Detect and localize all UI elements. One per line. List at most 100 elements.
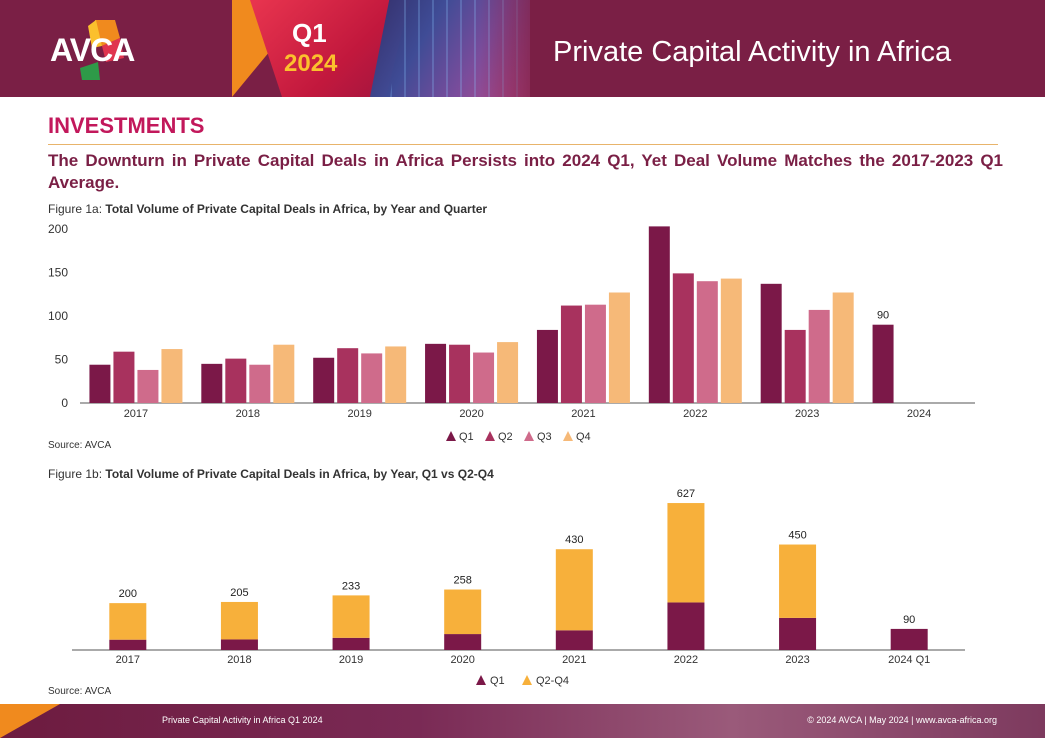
- data-label: 90: [877, 310, 889, 322]
- bar-q1-2024-Q1: [890, 628, 928, 650]
- y-tick-label: 100: [48, 309, 68, 323]
- y-tick-label: 200: [48, 222, 68, 236]
- figure-1b-prefix: Figure 1b:: [48, 467, 106, 481]
- footer-report-title: Private Capital Activity in Africa Q1 20…: [162, 715, 323, 725]
- y-tick-label: 150: [48, 266, 68, 280]
- bar-q4-2020: [497, 342, 519, 403]
- footer-bar: Private Capital Activity in Africa Q1 20…: [0, 704, 1045, 738]
- bar-q2-q4-2017: [109, 603, 147, 640]
- x-tick-label: 2022: [674, 654, 698, 666]
- legend-label: Q1: [490, 675, 505, 687]
- bar-q2-2022: [672, 273, 694, 403]
- bar-q2-2018: [225, 358, 247, 403]
- bar-q2-2020: [449, 344, 471, 403]
- x-tick-label: 2024: [907, 408, 931, 420]
- bar-q3-2021: [584, 304, 606, 403]
- bar-q2-2021: [560, 305, 582, 403]
- logo-mark-icon: [80, 20, 124, 80]
- bar-q1-2018: [201, 363, 223, 403]
- legend-label: Q2-Q4: [536, 675, 569, 687]
- bar-q2-q4-2020: [444, 589, 482, 635]
- x-tick-label: 2017: [124, 408, 148, 420]
- bar-q1-2021: [536, 329, 558, 403]
- bar-q1-2024: [872, 324, 894, 403]
- bar-q3-2017: [137, 369, 159, 403]
- bar-q1-2017: [89, 364, 111, 403]
- header-banner: AVCA Q1 2024 Private Capital Activity in…: [0, 0, 1045, 97]
- footer-decor: [0, 704, 60, 738]
- decor-fade: [480, 0, 550, 97]
- figure-1b-title: Total Volume of Private Capital Deals in…: [105, 467, 494, 481]
- x-tick-label: 2020: [459, 408, 483, 420]
- bar-q1-2023: [760, 283, 782, 403]
- legend-marker-q1-icon: [446, 431, 456, 441]
- x-tick-label: 2018: [227, 654, 251, 666]
- figure-1a-source: Source: AVCA: [48, 440, 112, 451]
- bar-q4-2023: [832, 292, 854, 403]
- bar-q2-q4-2019: [332, 595, 370, 638]
- logo-text: AVCA: [50, 32, 135, 68]
- x-tick-label: 2023: [795, 408, 819, 420]
- headline: The Downturn in Private Capital Deals in…: [48, 151, 1003, 192]
- legend-marker-q2-icon: [485, 431, 495, 441]
- x-tick-label: 2018: [236, 408, 260, 420]
- total-label: 627: [677, 488, 695, 500]
- bar-q1-2021: [555, 630, 593, 650]
- figure-1a-caption: Figure 1a: Total Volume of Private Capit…: [48, 202, 487, 216]
- section-divider: [48, 144, 998, 145]
- legend-marker-q1-icon: [476, 675, 486, 685]
- section-title: INVESTMENTS: [48, 113, 205, 138]
- total-label: 200: [119, 588, 137, 600]
- figure-1a-title: Total Volume of Private Capital Deals in…: [105, 202, 488, 216]
- legend-marker-q4-icon: [563, 431, 573, 441]
- bar-q2-2019: [337, 348, 359, 403]
- page-title: Private Capital Activity in Africa: [553, 36, 952, 68]
- bar-q2-2017: [113, 351, 135, 403]
- chart-1b: 2017 200 2018 205 2019 233 2020 258 2021 430 2022 6…: [72, 488, 965, 687]
- figure-1a-prefix: Figure 1a:: [48, 202, 106, 216]
- y-tick-label: 50: [55, 353, 69, 367]
- legend-marker-q3-icon: [524, 431, 534, 441]
- quarter-label: Q1: [292, 18, 327, 48]
- bar-q1-2017: [109, 639, 147, 650]
- bar-q2-q4-2018: [220, 601, 258, 640]
- avca-logo[interactable]: AVCA: [40, 18, 160, 80]
- legend-label: Q4: [576, 431, 591, 443]
- x-tick-label: 2021: [562, 654, 586, 666]
- footer-copyright: © 2024 AVCA | May 2024 | www.avca-africa…: [807, 715, 997, 725]
- bar-q4-2019: [385, 346, 407, 403]
- x-tick-label: 2020: [450, 654, 474, 666]
- x-tick-label: 2024 Q1: [888, 654, 930, 666]
- legend-label: Q3: [537, 431, 552, 443]
- bar-q4-2021: [608, 292, 630, 403]
- bar-q1-2020: [444, 634, 482, 650]
- bar-q1-2022: [648, 226, 670, 403]
- bar-q1-2018: [220, 639, 258, 650]
- bar-q3-2020: [473, 352, 495, 403]
- total-label: 205: [230, 587, 248, 599]
- bar-q1-2019: [313, 357, 335, 403]
- year-label: 2024: [284, 50, 338, 77]
- bar-q3-2023: [808, 309, 830, 403]
- x-tick-label: 2019: [347, 408, 371, 420]
- bar-q2-2023: [784, 329, 806, 403]
- bar-q4-2018: [273, 344, 295, 403]
- x-tick-label: 2022: [683, 408, 707, 420]
- x-tick-label: 2023: [785, 654, 809, 666]
- bar-q1-2019: [332, 637, 370, 650]
- bar-q3-2019: [361, 353, 383, 403]
- bar-q3-2022: [696, 281, 718, 403]
- bar-q3-2018: [249, 364, 271, 403]
- legend-marker-q2-q4-icon: [522, 675, 532, 685]
- figure-1b-source: Source: AVCA: [48, 686, 112, 697]
- bar-q2-q4-2021: [555, 549, 593, 631]
- legend-label: Q2: [498, 431, 513, 443]
- bar-q1-2023: [779, 617, 817, 650]
- bar-q4-2017: [161, 349, 183, 403]
- x-tick-label: 2021: [571, 408, 595, 420]
- total-label: 430: [565, 534, 583, 546]
- total-label: 258: [454, 575, 472, 587]
- x-tick-label: 2019: [339, 654, 363, 666]
- legend-label: Q1: [459, 431, 474, 443]
- y-tick-label: 0: [61, 396, 68, 410]
